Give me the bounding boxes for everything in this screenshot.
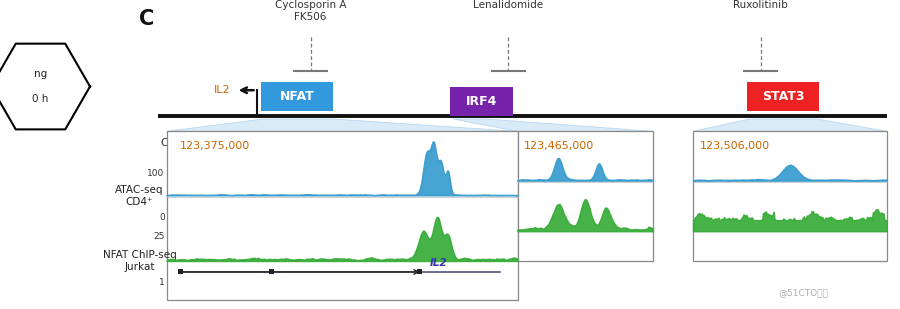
Bar <box>261 82 333 111</box>
Text: C: C <box>140 9 155 29</box>
Text: ng: ng <box>34 69 47 79</box>
Polygon shape <box>453 119 652 131</box>
Bar <box>747 82 819 111</box>
Polygon shape <box>693 119 886 131</box>
Text: IRF4: IRF4 <box>466 95 497 108</box>
Text: 1: 1 <box>159 278 165 287</box>
Bar <box>178 269 184 274</box>
Text: STAT3: STAT3 <box>761 90 805 103</box>
Text: Lenalidomide: Lenalidomide <box>473 0 544 10</box>
Text: 123,465,000: 123,465,000 <box>524 141 594 150</box>
Bar <box>269 269 274 274</box>
Bar <box>417 269 422 274</box>
Text: NFAT: NFAT <box>280 90 314 103</box>
Text: @51CTO博客: @51CTO博客 <box>778 288 828 297</box>
Bar <box>450 87 513 116</box>
Text: Ruxolitinib: Ruxolitinib <box>734 0 788 10</box>
Text: IL2: IL2 <box>430 258 447 268</box>
Text: 123,375,000: 123,375,000 <box>180 141 250 150</box>
Bar <box>166 131 518 300</box>
Text: 100: 100 <box>148 168 165 178</box>
Text: 0 h: 0 h <box>32 94 49 104</box>
Text: NFAT ChIP-seq
Jurkat: NFAT ChIP-seq Jurkat <box>103 250 176 272</box>
Text: 25: 25 <box>153 232 165 241</box>
Text: IL2: IL2 <box>214 85 230 95</box>
Text: Chr4: Chr4 <box>160 138 187 147</box>
Polygon shape <box>166 119 518 131</box>
Text: 123,506,000: 123,506,000 <box>700 141 770 150</box>
Bar <box>518 131 652 261</box>
Text: Cyclosporin A
FK506: Cyclosporin A FK506 <box>274 0 346 22</box>
Text: ATAC-seq
CD4⁺: ATAC-seq CD4⁺ <box>115 185 164 207</box>
Bar <box>693 131 886 261</box>
Text: 0: 0 <box>159 213 165 222</box>
